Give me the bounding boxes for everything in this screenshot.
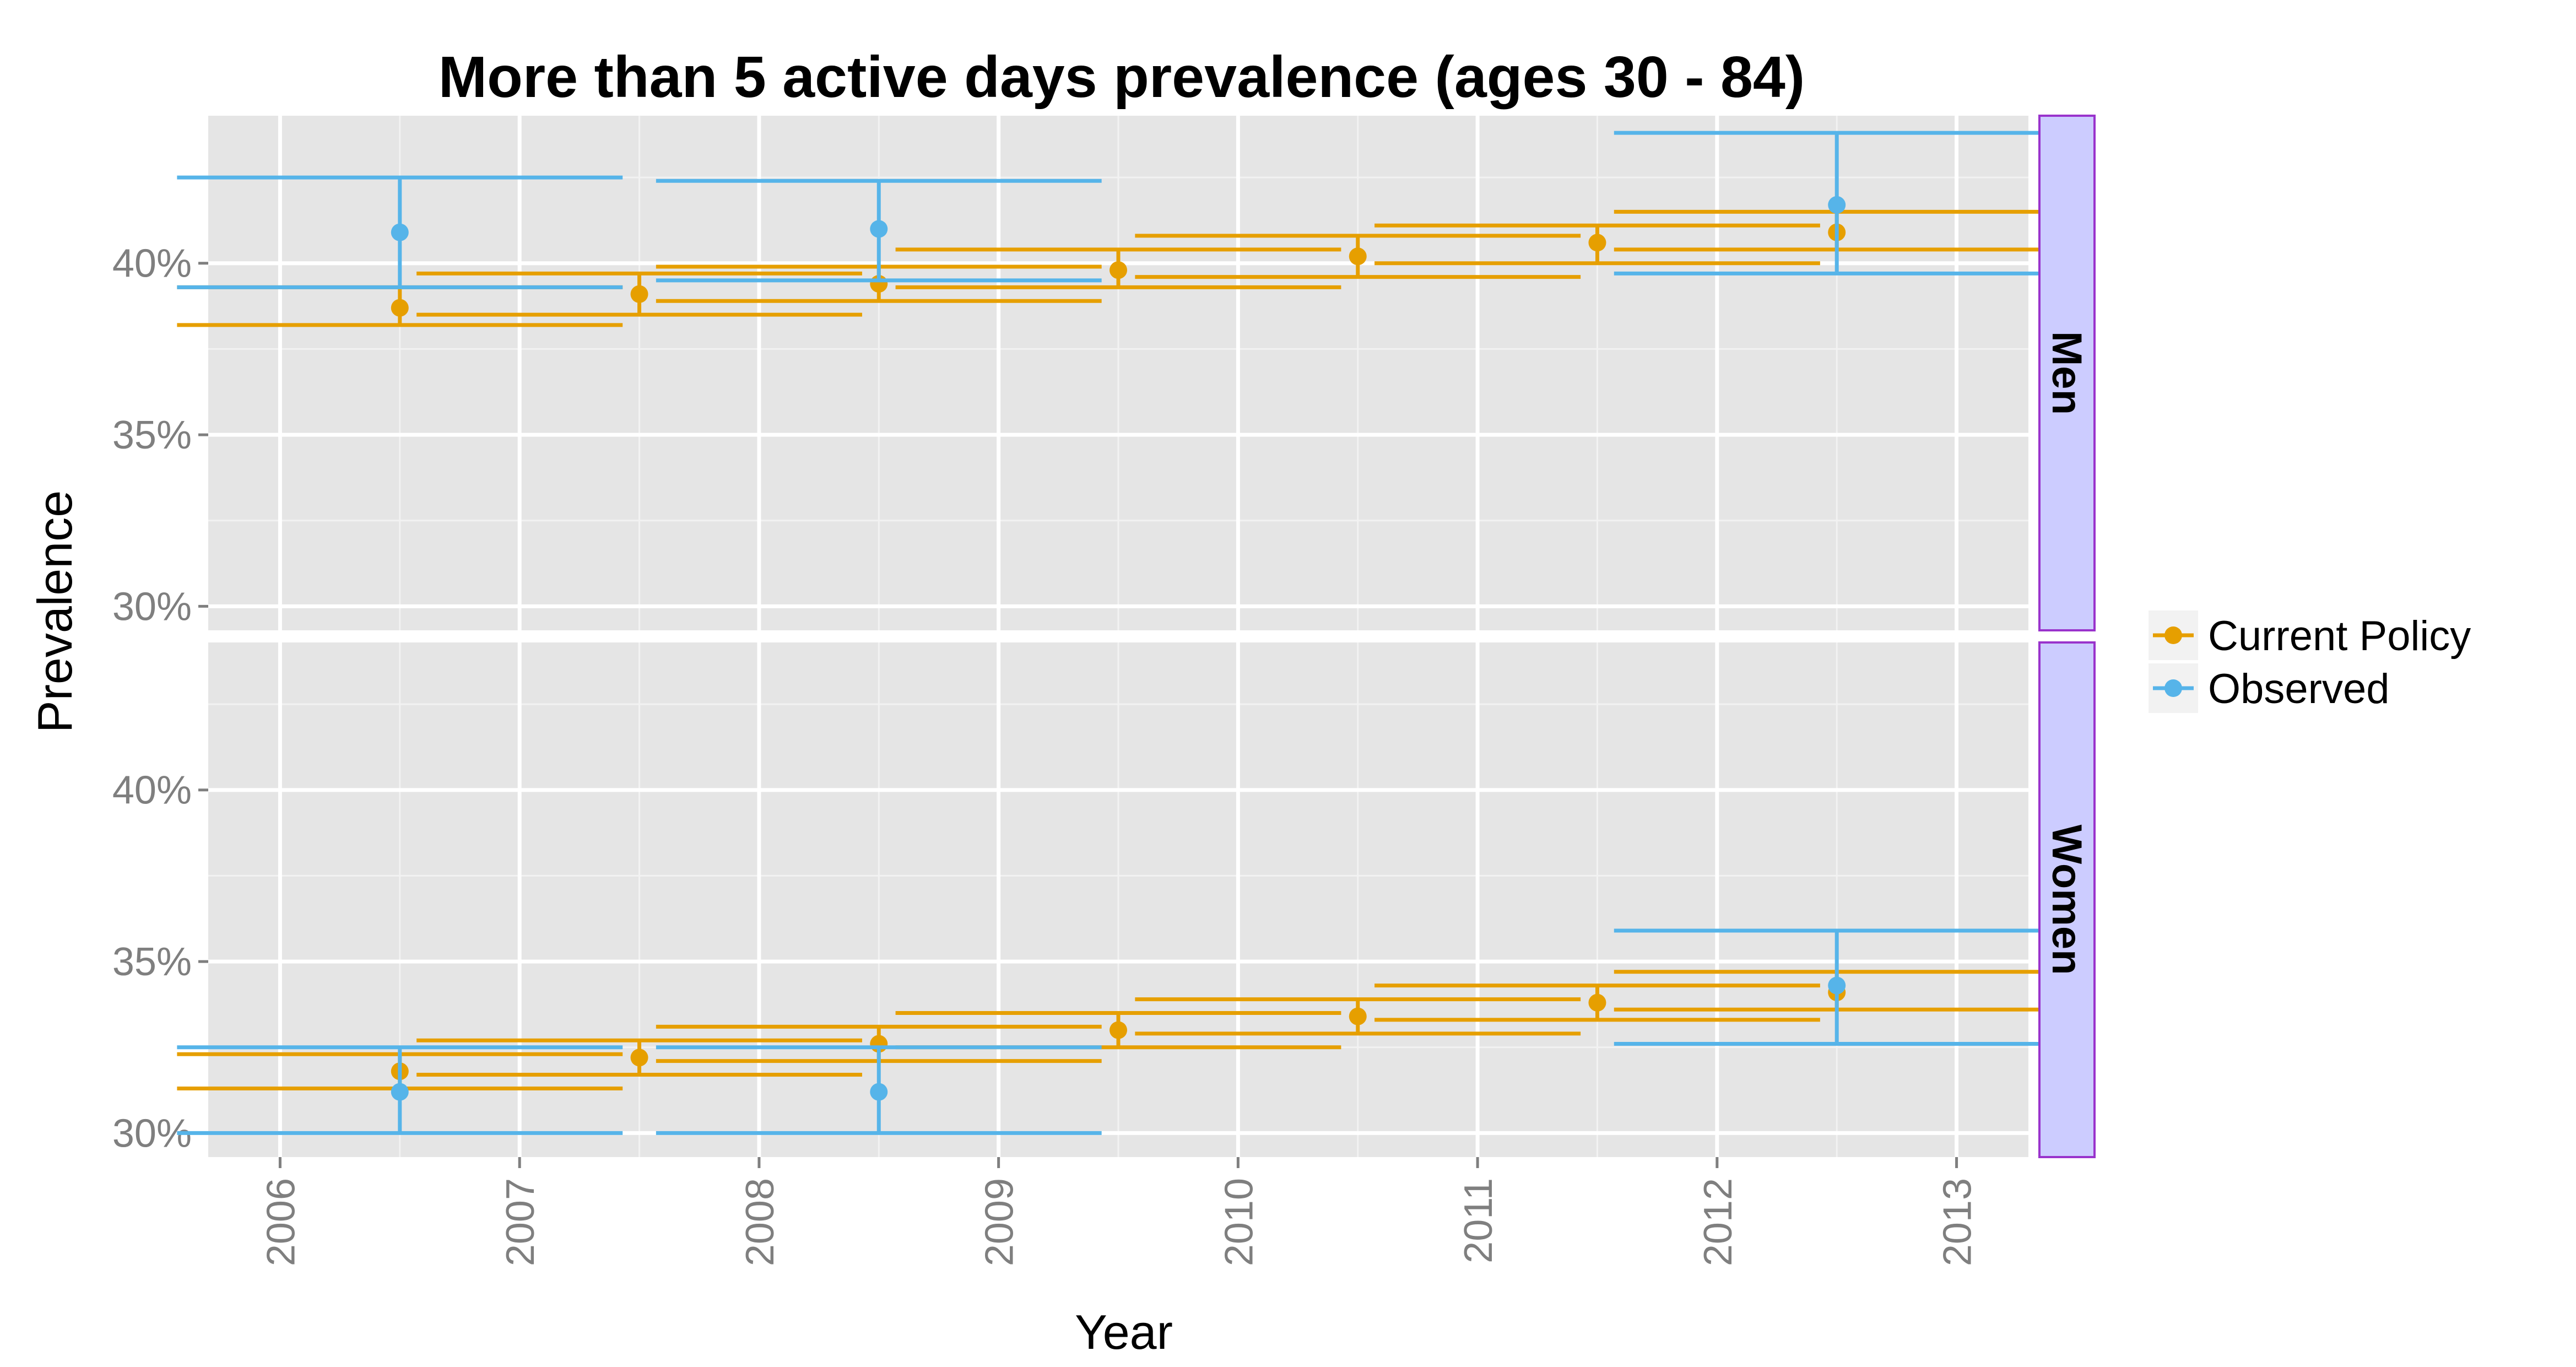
legend-item-observed: Observed bbox=[2149, 663, 2390, 713]
x-tick-label: 2011 bbox=[1457, 1178, 1501, 1263]
legend-label: Observed bbox=[2208, 666, 2390, 712]
y-axis-title: Prevalence bbox=[28, 490, 82, 733]
panel-women: 30%35%40%Women bbox=[112, 641, 2096, 1158]
x-tick-label: 2006 bbox=[259, 1178, 303, 1266]
y-tick-label: 35% bbox=[112, 940, 192, 984]
x-axis: 2006 2007 2008 2009 2010 2011 2012 2013 bbox=[259, 1157, 1980, 1266]
legend-key-point bbox=[2164, 679, 2182, 697]
data-point bbox=[1588, 993, 1606, 1012]
data-point bbox=[630, 1049, 648, 1067]
data-point bbox=[1110, 1021, 1127, 1039]
data-point bbox=[391, 299, 409, 317]
data-point bbox=[1349, 247, 1367, 266]
facet-strip bbox=[2038, 115, 2096, 631]
legend-label: Current Policy bbox=[2208, 613, 2471, 660]
data-point bbox=[1110, 261, 1127, 279]
x-tick-label: 2013 bbox=[1936, 1178, 1980, 1266]
series-observed bbox=[177, 928, 2060, 1135]
x-tick-label: 2012 bbox=[1696, 1178, 1740, 1266]
legend-key-point bbox=[2164, 626, 2182, 644]
y-tick-label: 40% bbox=[112, 769, 192, 813]
x-tick-label: 2008 bbox=[738, 1178, 782, 1266]
legend-item-current-policy: Current Policy bbox=[2149, 610, 2471, 660]
x-tick-label: 2010 bbox=[1217, 1178, 1261, 1266]
y-tick-label: 30% bbox=[112, 585, 192, 629]
facet-strip-label: Women bbox=[2043, 824, 2090, 975]
x-tick-label: 2007 bbox=[499, 1178, 543, 1266]
x-tick-label: 2009 bbox=[978, 1178, 1022, 1266]
series-observed bbox=[177, 131, 2060, 289]
facet-strip-label: Men bbox=[2043, 331, 2090, 415]
y-tick-label: 40% bbox=[112, 242, 192, 286]
x-axis-title: Year bbox=[1075, 1305, 1173, 1359]
legend: Current Policy Observed bbox=[2149, 610, 2471, 713]
data-point bbox=[1588, 234, 1606, 252]
data-point bbox=[1349, 1007, 1367, 1025]
data-point bbox=[1828, 976, 1846, 995]
y-tick-label: 35% bbox=[112, 413, 192, 457]
data-point bbox=[870, 1083, 888, 1101]
data-point bbox=[391, 1083, 409, 1101]
panel-men: 30% 35% 40% Men bbox=[112, 115, 2096, 631]
chart-title: More than 5 active days prevalence (ages… bbox=[439, 45, 1805, 110]
facet-strip bbox=[2038, 641, 2096, 1158]
data-point bbox=[630, 285, 648, 303]
data-point bbox=[1828, 196, 1846, 214]
data-point bbox=[391, 223, 409, 241]
data-point bbox=[870, 220, 888, 238]
